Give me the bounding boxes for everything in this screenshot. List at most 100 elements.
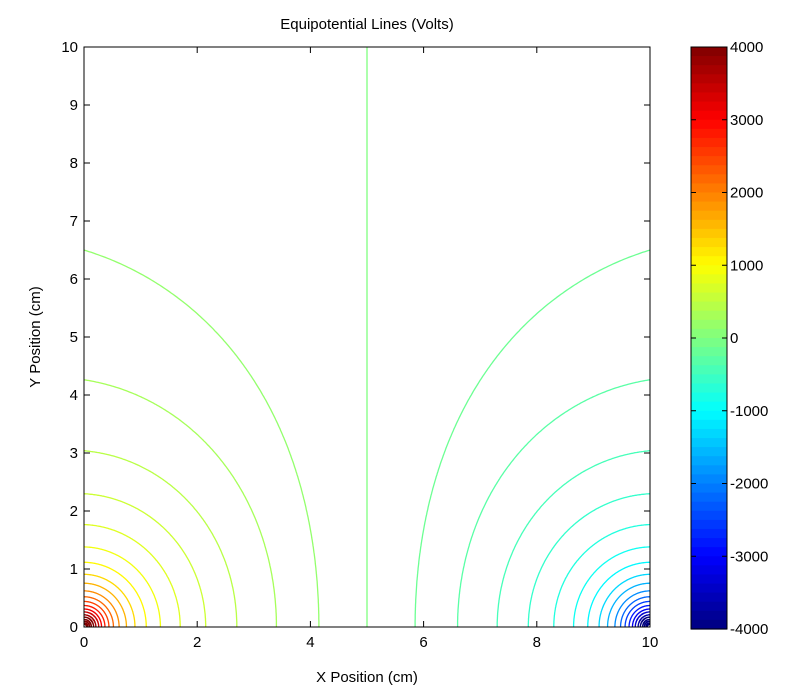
colorbar-band (691, 301, 727, 312)
colorbar-band (691, 501, 727, 512)
y-tick-label: 10 (61, 39, 78, 56)
x-axis-label: X Position (cm) (316, 669, 418, 686)
chart-title: Equipotential Lines (Volts) (280, 16, 453, 33)
colorbar-band (691, 228, 727, 239)
colorbar-band (691, 483, 727, 494)
colorbar-band (691, 601, 727, 612)
colorbar-band (691, 74, 727, 84)
contour-line (84, 582, 128, 627)
contour-line (637, 614, 650, 627)
y-axis-ticks: 0 1 2 3 4 5 6 7 8 9 10 (61, 39, 650, 636)
colorbar-band (691, 201, 727, 212)
contour-line (456, 379, 651, 627)
colorbar-band (691, 137, 727, 148)
colorbar-band (691, 310, 727, 321)
contour-line (84, 618, 93, 628)
contour-line (84, 608, 103, 627)
contour-line (84, 614, 97, 627)
colorbar-band (691, 365, 727, 375)
x-tick-label: 2 (193, 634, 201, 651)
colorbar-band (691, 247, 727, 257)
colorbar-band (691, 219, 727, 230)
colorbar-band (691, 110, 727, 121)
y-tick-label: 1 (70, 561, 78, 578)
colorbar-band (691, 210, 727, 221)
contour-line (641, 618, 650, 628)
colorbar-band (691, 65, 727, 75)
contour-line (84, 604, 106, 627)
contour-line (84, 620, 91, 628)
colorbar-band (691, 528, 727, 539)
contour-line (643, 620, 650, 628)
colorbar-band (691, 610, 727, 621)
colorbar-tick-label: -3000 (730, 548, 768, 565)
colorbar-band (691, 56, 727, 66)
colorbar-tick-label: -1000 (730, 403, 768, 420)
colorbar-band (691, 428, 727, 439)
y-tick-label: 5 (70, 329, 78, 346)
contour-line (645, 622, 651, 628)
contour-line (553, 523, 650, 627)
contour-line (83, 450, 238, 627)
colorbar-band (691, 619, 727, 630)
colorbar-band (691, 83, 727, 94)
x-tick-label: 0 (80, 634, 88, 651)
colorbar-band (691, 165, 727, 175)
colorbar-band (691, 565, 727, 576)
colorbar-band (691, 556, 727, 566)
x-tick-label: 10 (642, 634, 659, 651)
contour-line (619, 596, 650, 627)
contour-line (84, 573, 136, 627)
colorbar-tick-label: 2000 (730, 185, 763, 202)
contour-line (527, 493, 651, 627)
contour-line (598, 573, 650, 627)
colorbar-tick-label: 0 (730, 330, 738, 347)
colorbar-band (691, 510, 727, 521)
contour-line (83, 623, 88, 627)
colorbar-band (691, 592, 727, 603)
colorbar-band (691, 101, 727, 112)
colorbar-band (691, 538, 727, 548)
colorbar-band (691, 192, 727, 203)
contour-line (414, 249, 651, 627)
colorbar-band (691, 92, 727, 103)
colorbar-band (691, 319, 727, 330)
colorbar-band (691, 356, 727, 366)
colorbar-tick-label: 4000 (730, 39, 763, 56)
colorbar-band (691, 438, 727, 448)
colorbar-band (691, 292, 727, 303)
colorbar-band (691, 474, 727, 485)
contour-line (631, 608, 650, 627)
x-tick-label: 6 (419, 634, 427, 651)
y-tick-label: 8 (70, 155, 78, 172)
contour-line (496, 450, 651, 627)
colorbar-band (691, 147, 727, 157)
y-tick-label: 9 (70, 97, 78, 114)
contour-line (587, 561, 650, 627)
contour-line (624, 600, 650, 627)
colorbar-band (691, 283, 727, 294)
y-tick-label: 3 (70, 445, 78, 462)
y-axis-label: Y Position (cm) (27, 286, 44, 387)
contour-line (84, 596, 115, 627)
y-tick-label: 6 (70, 271, 78, 288)
colorbar-ticks: 4000 3000 2000 1000 0 -1000 -2000 -3000 -4000 (691, 39, 768, 638)
colorbar-tick-label: -2000 (730, 476, 768, 493)
y-tick-label: 2 (70, 503, 78, 520)
colorbar-band (691, 156, 727, 166)
colorbar-band (691, 447, 727, 457)
colorbar-band (691, 492, 727, 503)
colorbar-band (691, 183, 727, 194)
contour-lines (83, 47, 651, 628)
colorbar-band (691, 456, 727, 466)
colorbar-tick-label: 1000 (730, 257, 763, 274)
y-tick-label: 7 (70, 213, 78, 230)
colorbar-band (691, 174, 727, 185)
colorbar-band (691, 328, 727, 339)
contour-line (84, 523, 181, 627)
contour-line (606, 582, 650, 627)
colorbar-band (691, 47, 727, 57)
contour-line (83, 616, 95, 627)
contour-line (639, 616, 651, 627)
